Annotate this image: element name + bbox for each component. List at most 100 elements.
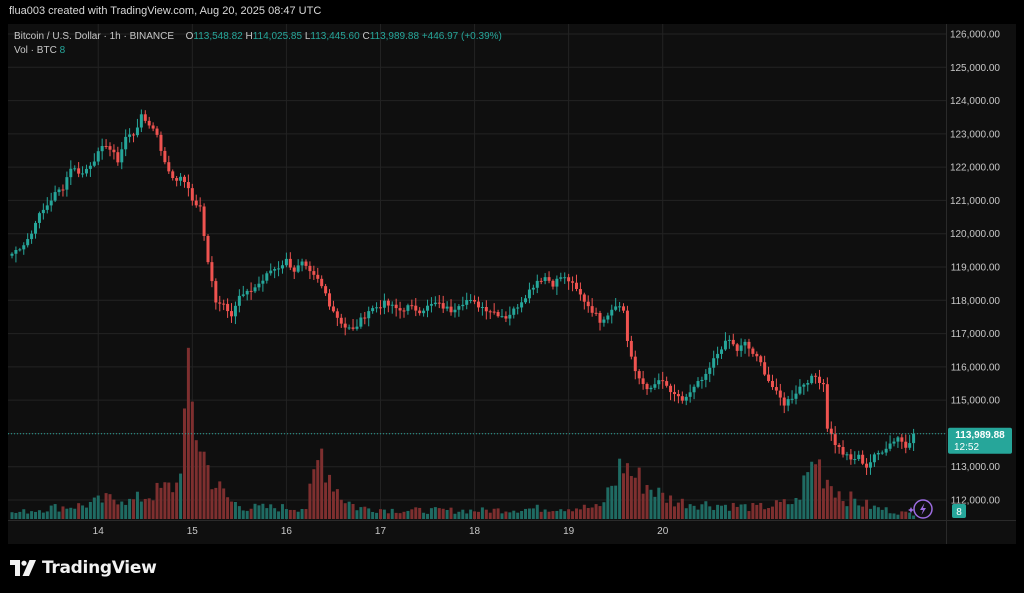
candle-body: [371, 308, 375, 312]
volume-bar: [500, 513, 504, 519]
volume-bar: [347, 501, 351, 519]
candle-body: [335, 311, 339, 318]
volume-bar: [390, 508, 394, 519]
candle-body: [645, 383, 649, 390]
candle-body: [88, 165, 92, 169]
volume-bar: [735, 506, 739, 519]
volume-bar: [402, 511, 406, 519]
price-chart[interactable]: 112,000.00113,000.00114,000.00115,000.00…: [8, 24, 1016, 544]
candle-body: [818, 376, 822, 383]
volume-bar: [759, 502, 763, 519]
candle-body: [735, 344, 739, 351]
candle-body: [245, 290, 249, 295]
x-tick-label: 19: [563, 526, 575, 537]
candle-body: [402, 310, 406, 312]
volume-bar: [218, 481, 222, 519]
candle-body: [555, 278, 559, 287]
legend-volume-label[interactable]: Vol · BTC: [14, 45, 57, 56]
candle-body: [896, 437, 900, 442]
volume-bar: [637, 467, 641, 519]
candle-body: [653, 384, 657, 388]
candle-body: [888, 443, 892, 449]
candle-body: [696, 381, 700, 387]
candle-body: [692, 386, 696, 393]
candle-body: [171, 171, 175, 179]
volume-bar: [257, 505, 261, 519]
volume-bar: [292, 509, 296, 519]
volume-bar: [743, 504, 747, 519]
volume-bar: [328, 474, 332, 519]
candle-body: [135, 127, 139, 136]
candle-body: [139, 114, 143, 128]
legend-open-label: O: [185, 31, 194, 42]
volume-bar: [343, 503, 347, 519]
volume-bar: [469, 509, 473, 519]
candle-body: [382, 300, 386, 308]
candle-body: [265, 273, 269, 281]
volume-bar: [692, 505, 696, 519]
volume-bar: [304, 509, 308, 519]
volume-bar: [426, 513, 430, 519]
volume-bar: [378, 509, 382, 519]
candle-body: [312, 271, 316, 275]
volume-bar: [135, 491, 139, 519]
volume-bar: [406, 510, 410, 519]
candle-body: [367, 311, 371, 319]
y-tick-label: 120,000.00: [950, 229, 1000, 240]
candle-body: [410, 305, 414, 307]
volume-bar: [312, 469, 316, 519]
volume-bar: [171, 492, 175, 519]
volume-bar: [539, 511, 543, 519]
y-tick-label: 118,000.00: [951, 296, 1001, 307]
volume-bar: [884, 507, 888, 519]
candle-body: [394, 304, 398, 309]
tradingview-logo[interactable]: TradingView: [10, 558, 157, 578]
candle-body: [759, 356, 763, 363]
volume-bar: [578, 509, 582, 519]
candle-body: [273, 269, 277, 271]
candle-body: [10, 253, 14, 256]
candle-body: [112, 149, 116, 153]
legend-volume-value: 8: [59, 45, 66, 56]
volume-bar: [582, 504, 586, 519]
candle-body: [880, 452, 884, 454]
candle-body: [524, 298, 528, 303]
candle-body: [669, 385, 673, 393]
candle-body: [453, 309, 457, 313]
legend-symbol[interactable]: Bitcoin / U.S. Dollar · 1h · BINANCE: [14, 31, 175, 42]
legend-change-value: +446.97 (+0.39%): [421, 31, 502, 42]
footer-bar: TradingView: [0, 544, 1024, 593]
volume-bar: [53, 504, 57, 519]
volume-bar: [230, 501, 234, 519]
volume-bar: [563, 511, 567, 519]
volume-bar: [159, 487, 163, 519]
volume-bar: [265, 508, 269, 519]
volume-bar: [672, 506, 676, 519]
volume-bar: [190, 401, 194, 519]
volume-bar: [433, 507, 437, 519]
volume-bar: [167, 482, 171, 519]
volume-bar: [124, 504, 128, 519]
candle-body: [328, 293, 332, 307]
candle-body: [120, 149, 124, 163]
candle-body: [829, 428, 833, 435]
candle-body: [343, 323, 347, 328]
candle-body: [128, 134, 132, 137]
volume-bar: [382, 509, 386, 519]
candle-body: [912, 433, 916, 444]
lightning-icon[interactable]: [908, 499, 933, 519]
volume-bar: [194, 440, 198, 519]
volume-bar: [590, 507, 594, 519]
candle-body: [473, 299, 477, 302]
volume-bar: [900, 511, 904, 519]
volume-bar: [551, 511, 555, 519]
candle-body: [147, 120, 151, 126]
candle-body: [45, 205, 49, 210]
volume-bar: [480, 507, 484, 519]
candle-body: [641, 378, 645, 384]
volume-bar: [233, 501, 237, 519]
chart-panel[interactable]: 112,000.00113,000.00114,000.00115,000.00…: [8, 24, 1016, 544]
candle-body: [190, 188, 194, 201]
candle-body: [861, 454, 865, 464]
candle-body: [143, 114, 147, 121]
